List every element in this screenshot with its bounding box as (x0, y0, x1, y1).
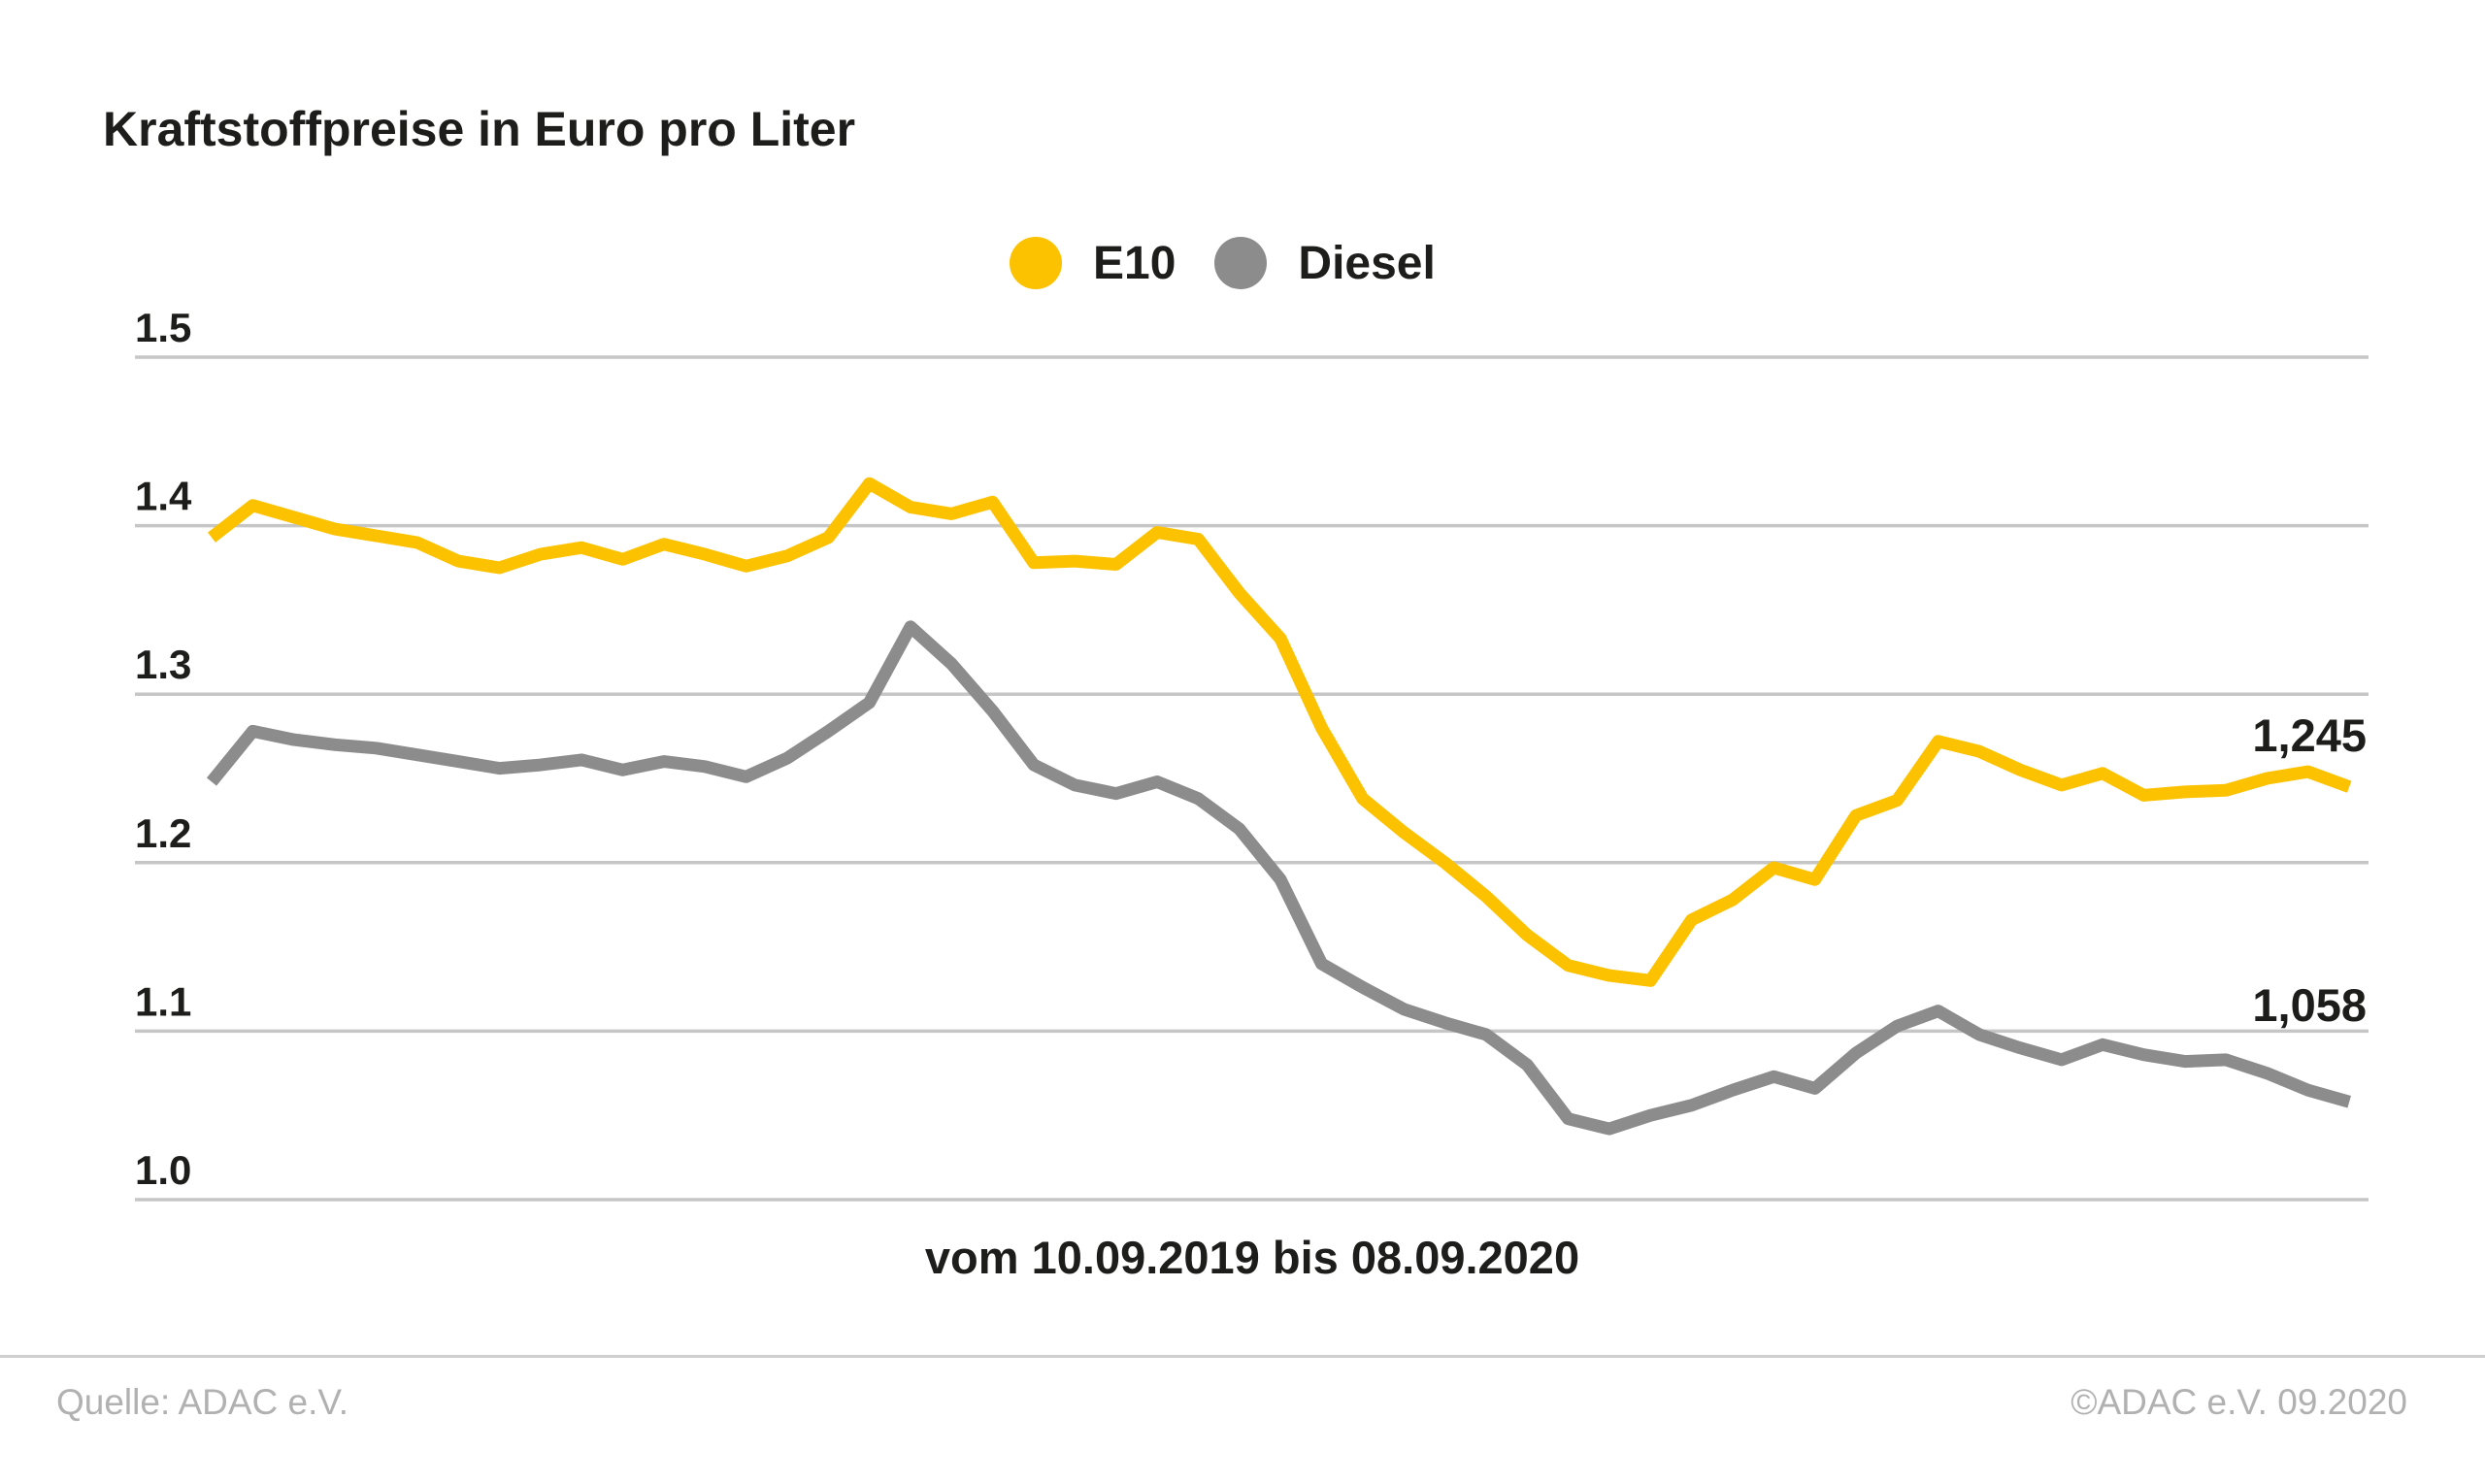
y-tick-1.3: 1.3 (135, 642, 191, 687)
e10-legend-label: E10 (1093, 237, 1176, 289)
y-tick-1.1: 1.1 (135, 978, 191, 1024)
x-axis-caption: vom 10.09.2019 bis 08.09.2020 (924, 1232, 1580, 1283)
y-tick-1.5: 1.5 (135, 305, 191, 350)
e10-line (208, 477, 2352, 987)
diesel-legend-label: Diesel (1298, 237, 1436, 289)
e10-end-value-label: 1,245 (2252, 709, 2367, 761)
chart-title: Kraftstoffpreise in Euro pro Liter (103, 102, 856, 156)
legend-item-e10: E10 (1010, 237, 1176, 290)
source-note: Quelle: ADAC e.V. (56, 1382, 348, 1422)
legend-item-diesel: Diesel (1214, 237, 1436, 290)
legend: E10 Diesel (1010, 236, 1436, 290)
footer-divider (0, 1355, 2485, 1358)
diesel-line (206, 620, 2351, 1136)
diesel-legend-dot-icon (1214, 237, 1268, 289)
y-tick-1.0: 1.0 (135, 1147, 191, 1193)
diesel-end-value-label: 1,058 (2252, 979, 2367, 1031)
y-tick-1.2: 1.2 (135, 810, 191, 856)
e10-legend-dot-icon (1010, 237, 1062, 289)
y-tick-1.4: 1.4 (135, 474, 192, 519)
copyright-note: ©ADAC e.V. 09.2020 (2071, 1382, 2407, 1422)
